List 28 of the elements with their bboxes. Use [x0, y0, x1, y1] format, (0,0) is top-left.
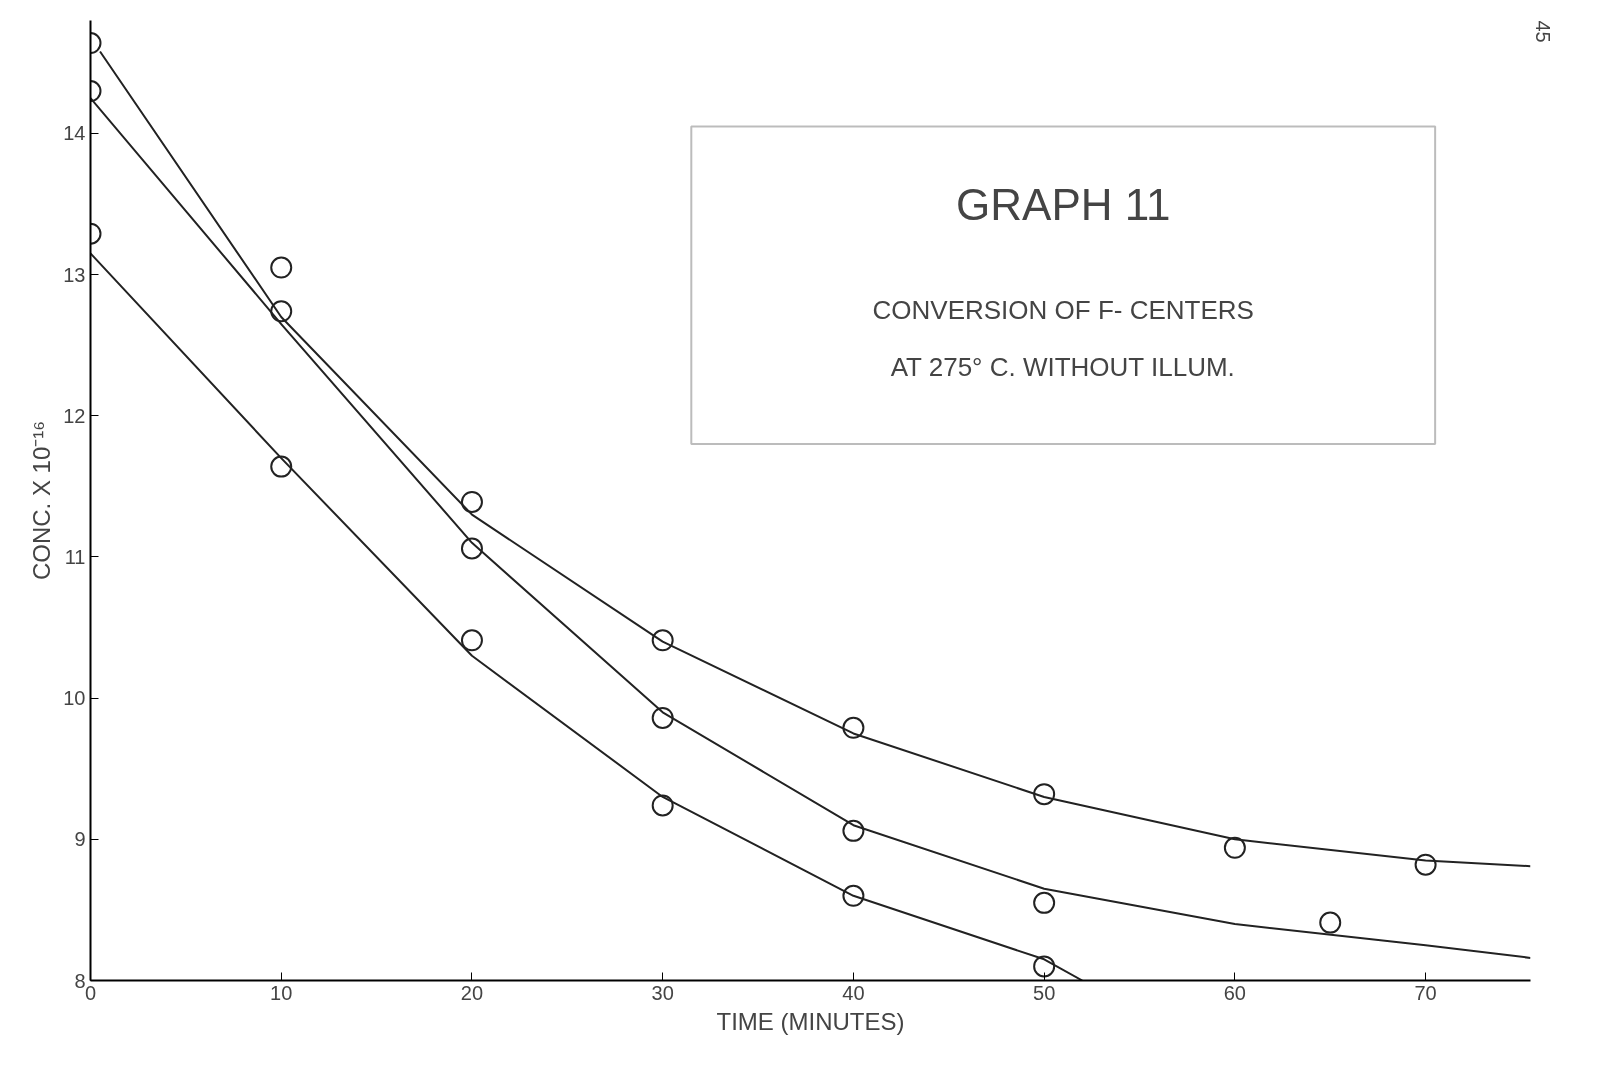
- x-tick-label: 0: [84, 981, 97, 1004]
- point: [1223, 836, 1246, 859]
- x-tick-label: 10: [270, 981, 293, 1004]
- point: [460, 490, 483, 513]
- point: [1033, 891, 1056, 914]
- y-tick-label: 12: [63, 404, 86, 427]
- text: GRAPH 11: [956, 179, 1171, 229]
- y-tick-label: 10: [63, 687, 86, 710]
- x-tick-label: 20: [460, 981, 484, 1004]
- point: [460, 629, 483, 652]
- x-tick-label: 70: [1414, 981, 1437, 1004]
- x-tick-label: 50: [1033, 981, 1056, 1004]
- text: CONVERSION OF F- CENTERS AT 275° C. WITHOUT ILLUM.: [872, 294, 1254, 382]
- text: 45: [1531, 20, 1554, 43]
- y-tick-label: 9: [74, 828, 86, 851]
- x-tick-label: 30: [651, 981, 674, 1004]
- x-axis-title: TIME (MINUTES): [716, 1007, 905, 1035]
- y-tick-label: 8: [74, 969, 86, 992]
- x-tick-label: 60: [1223, 981, 1246, 1004]
- y-tick-label: 14: [63, 122, 86, 145]
- x-tick-label: 40: [842, 981, 865, 1004]
- y-tick-label: 11: [64, 545, 86, 568]
- y-tick-label: 13: [63, 263, 86, 286]
- point: [651, 794, 674, 817]
- point: [842, 819, 865, 842]
- point: [1319, 911, 1342, 934]
- y-axis-title: CONC. X 10⁻¹⁶: [28, 420, 56, 581]
- point: [270, 256, 293, 279]
